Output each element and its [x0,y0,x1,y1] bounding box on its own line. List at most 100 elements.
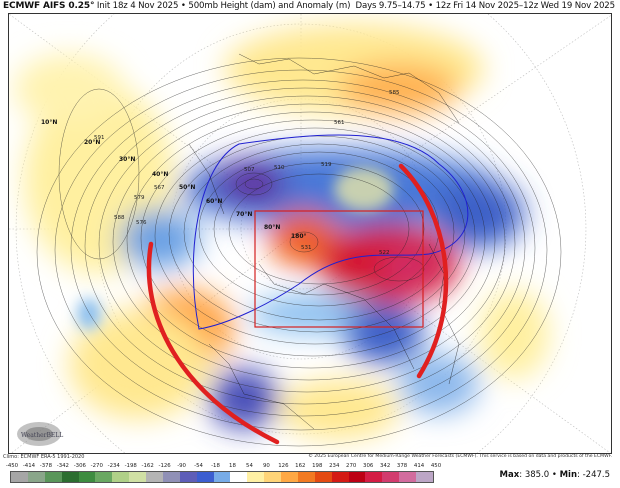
contour-label: 561 [334,120,345,126]
colorbar-tick-label: -18 [211,463,220,469]
colorbar-bin [230,472,248,482]
colorbar-bin [146,472,163,482]
colorbar-bin [382,472,400,482]
lat-label: 50°N [179,184,195,191]
copyright-note: © 2025 European Centre for Medium-Range … [308,454,612,459]
valid-range: 12z Fri 14 Nov 2025–12z Wed 19 Nov 2025 [435,1,615,11]
colorbar-tick-label: -234 [107,463,120,469]
colorbar-tick-label: -90 [177,463,186,469]
colorbar-tick-label: -198 [124,463,137,469]
highlight-box [254,210,424,328]
max-value: 385.0 [524,470,550,480]
contour-label: 579 [134,195,145,201]
separator: • [551,470,557,480]
colorbar-bin [247,472,265,482]
contour-label: 507 [244,167,255,173]
colorbar-tick-label: -342 [56,463,69,469]
coastlines [188,53,460,430]
svg-text:WeatherBELL: WeatherBELL [21,432,63,439]
colorbar-bin [314,472,332,482]
colorbar-tick-label: 450 [430,463,442,469]
colorbar-tick-label: 234 [329,463,340,469]
lat-label: 70°N [236,211,252,218]
colorbar-bin [297,472,315,482]
init-time: Init 18z 4 Nov 2025 [96,1,179,11]
colorbar-bin [129,472,146,482]
contour-label: 585 [389,90,400,96]
colorbar-bin [112,472,130,482]
colorbar-bin [78,472,96,482]
colorbar-tick-label: 342 [379,463,391,469]
weatherbell-logo: WeatherBELL [17,422,63,446]
contour-label: 576 [136,220,147,226]
min-value: -247.5 [582,470,610,480]
colorbar-bin [399,472,416,482]
colorbar-tick-label: 162 [295,463,306,469]
colorbar-tick-label: -450 [5,463,19,469]
colorbar-tick-label: -126 [158,463,171,469]
lat-label: 60°N [206,198,222,205]
contour-label: 567 [154,185,165,191]
map-canvas: 10°N 20°N 30°N 40°N 50°N 60°N 70°N 80°N … [9,14,611,453]
reference-contour [192,134,469,330]
colorbar-tick-label: 378 [396,463,408,469]
lat-label: 10°N [41,119,57,126]
separator: • [180,1,186,11]
colorbar-tick-label: -306 [73,463,86,469]
field-name: 500mb Height (dam) and Anomaly (m) [188,1,351,11]
colorbar-bin [95,472,113,482]
colorbar-tick-label: 54 [246,463,253,469]
max-label: Max [499,470,520,480]
colorbar-tick-label: -162 [141,463,154,469]
contour-label: 519 [321,162,332,168]
left-arc-annotation [146,241,280,445]
colorbar-bin [61,472,79,482]
colorbar-tick-label: 126 [278,463,289,469]
colorbar-tick-label: 90 [262,463,270,469]
right-arc-annotation [398,163,449,379]
colorbar [10,471,434,483]
colorbar-tick-label: -414 [22,463,36,469]
colorbar-tick-label: -54 [194,463,203,469]
anomaly-fill [14,24,549,439]
colorbar-bin [196,472,214,482]
contour-label: 531 [301,245,312,251]
model-name: ECMWF AIFS 0.25° [3,1,95,11]
contour-label: 522 [379,250,390,256]
colorbar-bin [264,472,281,482]
colorbar-tick-label: 270 [346,463,357,469]
map-title: ECMWF AIFS 0.25° Init 18z 4 Nov 2025 • 5… [3,0,615,12]
min-label: Min [559,470,578,480]
colorbar-bin [11,472,28,482]
colorbar-tick-label: 198 [312,463,323,469]
lat-label: 20°N [84,139,100,146]
colorbar-bin [44,472,62,482]
colorbar-bin [348,472,366,482]
colorbar-tick-label: 414 [413,463,425,469]
contour-label: 591 [94,135,105,141]
contour-label: 588 [114,215,125,221]
colorbar-bin [213,472,231,482]
colorbar-tick-label: -378 [39,463,53,469]
max-min-readout: Max: 385.0 • Min: -247.5 [499,470,610,480]
colorbar-tick-label: 18 [229,463,236,469]
colorbar-tick-label: 306 [363,463,374,469]
colorbar-bin [179,472,197,482]
lat-label: 80°N [264,224,280,231]
colorbar-tick-label: -270 [90,463,103,469]
colorbar-bin [365,472,383,482]
colorbar-ticks: -450 -414 -378 -342 -306 -270 -234 -198 -162 -126… [2,463,442,471]
colorbar-bin [416,472,433,482]
contour-label: 510 [274,165,285,171]
colorbar-bin [162,472,180,482]
colorbar-bin [281,472,298,482]
lon-label: 180° [291,233,307,240]
anomaly-map: 10°N 20°N 30°N 40°N 50°N 60°N 70°N 80°N … [8,13,612,454]
colorbar-bin [27,472,45,482]
separator: • [428,1,433,11]
lat-label: 40°N [152,171,168,178]
day-range: Days 9.75–14.75 [355,1,426,11]
climo-note: Climo: ECMWF ERA-5 1991-2020 [3,454,85,460]
colorbar-bin [331,472,349,482]
lat-label: 30°N [119,156,135,163]
